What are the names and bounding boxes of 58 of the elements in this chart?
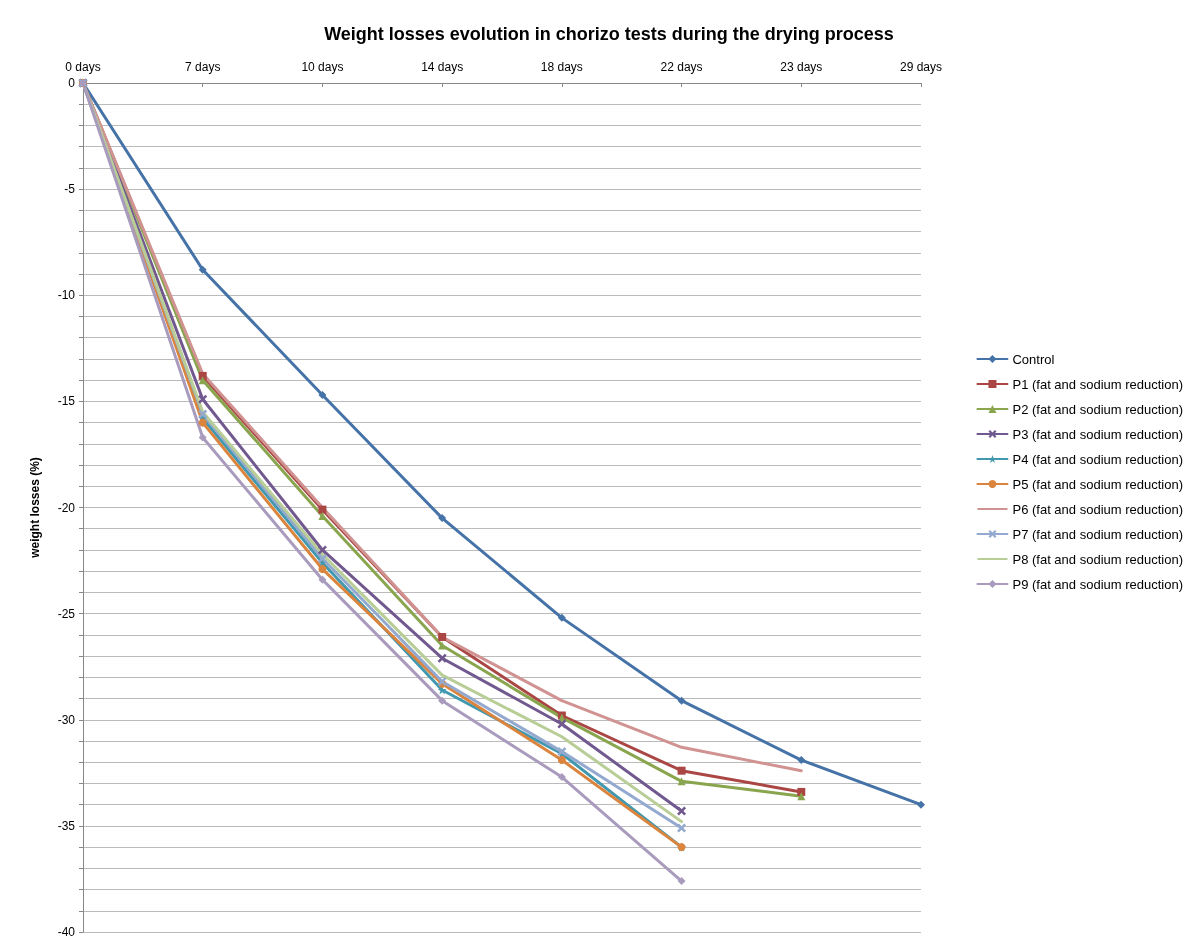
legend-label: P5 (fat and sodium reduction) <box>1012 476 1184 492</box>
point <box>198 418 207 427</box>
x-tick-label: 29 days <box>899 60 943 74</box>
point <box>677 766 686 775</box>
point <box>557 773 566 782</box>
y-tick-label: -5 <box>64 182 76 197</box>
point <box>198 394 208 404</box>
legend-label: P9 (fat and sodium reduction) <box>1012 576 1184 592</box>
point <box>318 391 327 400</box>
point <box>557 756 566 765</box>
y-tick-label: -30 <box>57 712 76 727</box>
legend-label: P8 (fat and sodium reduction) <box>1012 551 1184 567</box>
x-tick-label: 22 days <box>660 60 703 74</box>
y-tick-label: -25 <box>57 606 76 621</box>
point <box>198 371 207 380</box>
legend-label: P2 (fat and sodium reduction) <box>1012 401 1184 417</box>
legend-label: P7 (fat and sodium reduction) <box>1012 526 1184 542</box>
point <box>438 696 447 705</box>
point <box>318 505 327 514</box>
x-tick-label: 0 days <box>65 60 101 74</box>
legend-label: P6 (fat and sodium reduction) <box>1012 501 1184 517</box>
legend-label: P1 (fat and sodium reduction) <box>1012 376 1184 392</box>
point <box>438 514 447 523</box>
x-tick-label: 18 days <box>540 60 583 74</box>
y-tick-label: -35 <box>57 818 76 833</box>
point <box>198 433 207 442</box>
x-tick-label: 23 days <box>780 60 823 74</box>
point <box>797 787 806 796</box>
legend-label: Control <box>1012 351 1055 367</box>
point <box>198 265 207 274</box>
legend-label: P4 (fat and sodium reduction) <box>1012 451 1184 467</box>
point <box>437 653 447 663</box>
point <box>917 800 925 809</box>
x-tick-label: 10 days <box>301 60 344 74</box>
point <box>317 545 327 555</box>
point <box>198 409 208 419</box>
legend-label: P3 (fat and sodium reduction) <box>1012 426 1184 442</box>
point <box>677 806 687 816</box>
point <box>797 756 806 765</box>
point <box>677 823 687 833</box>
y-tick-label: -20 <box>57 500 76 515</box>
y-tick-label: -10 <box>57 288 76 303</box>
y-axis-title: weight losses (%) <box>28 457 42 559</box>
point <box>677 777 686 786</box>
point <box>677 877 686 886</box>
point <box>677 696 686 705</box>
point <box>318 565 327 574</box>
point <box>557 613 566 622</box>
point <box>438 632 447 641</box>
y-tick-label: -40 <box>57 925 76 939</box>
point <box>318 511 327 520</box>
point <box>317 553 327 563</box>
x-tick-label: 14 days <box>421 60 464 74</box>
point <box>318 575 327 584</box>
y-tick-label: 0 <box>68 76 76 90</box>
chart-title: Weight losses evolution in chorizo tests during the drying process <box>324 24 894 44</box>
x-tick-label: 7 days <box>185 60 221 74</box>
y-tick-label: -15 <box>57 394 76 409</box>
